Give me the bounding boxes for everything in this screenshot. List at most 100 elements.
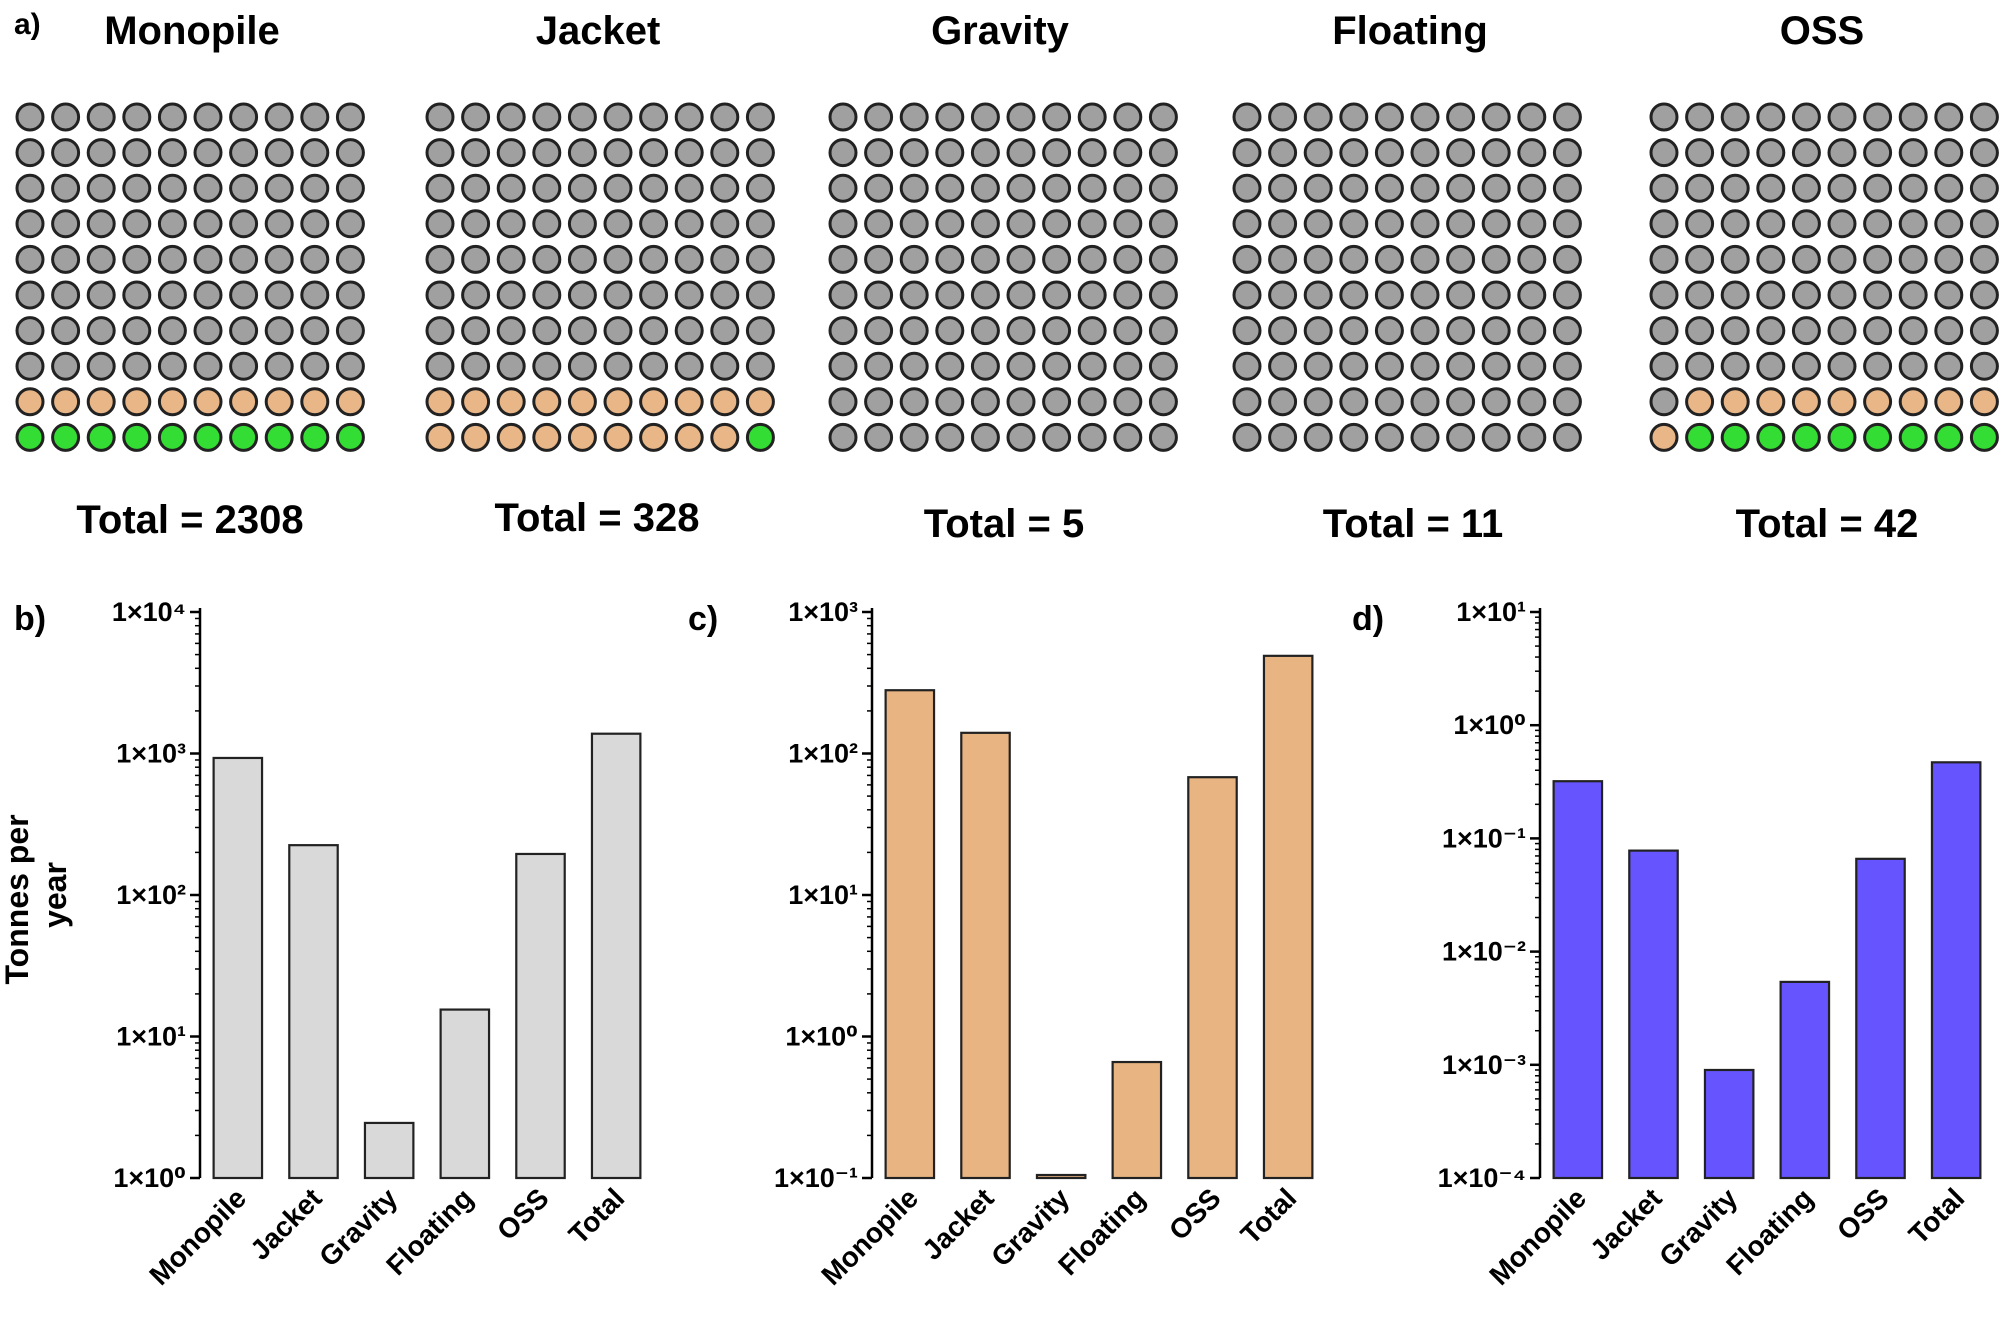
waffle-dot (532, 102, 562, 132)
waffle-dot (300, 316, 330, 346)
waffle-dot (1517, 138, 1547, 168)
bar-oss (515, 852, 566, 1180)
waffle-dot (1827, 280, 1857, 310)
waffle-dot (335, 280, 365, 310)
bar-jacket (1628, 849, 1679, 1180)
x-tick-label: Total (1903, 1182, 1971, 1250)
waffle-dot (1339, 209, 1369, 239)
waffle-dot (1791, 316, 1821, 346)
waffle-dot (1552, 102, 1582, 132)
waffle-dot (970, 138, 1000, 168)
waffle-dot (1934, 138, 1964, 168)
waffle-dot (335, 102, 365, 132)
waffle-dot (745, 280, 775, 310)
waffle-dot (1685, 280, 1715, 310)
waffle-dot (1649, 102, 1679, 132)
waffle-dot (229, 422, 259, 452)
waffle-dot (1006, 280, 1036, 310)
waffle-dot (1827, 387, 1857, 417)
waffle-dot (51, 422, 81, 452)
waffle-dot (1827, 209, 1857, 239)
waffle-dot (15, 244, 45, 274)
waffle-dot (1006, 244, 1036, 274)
waffle-total-floating: Total = 11 (1323, 502, 1503, 546)
bar-jacket (288, 844, 339, 1180)
waffle-dot (1006, 387, 1036, 417)
waffle-dot (1410, 173, 1440, 203)
waffle-dot (122, 102, 152, 132)
waffle-dot (1042, 387, 1072, 417)
waffle-dot (1113, 138, 1143, 168)
waffle-dot (1934, 280, 1964, 310)
waffle-dot (603, 316, 633, 346)
waffle-dot (532, 351, 562, 381)
waffle-dot (86, 102, 116, 132)
waffle-dot (1649, 422, 1679, 452)
waffle-dot (745, 173, 775, 203)
waffle-dot (1791, 138, 1821, 168)
waffle-dot (300, 244, 330, 274)
waffle-dot (335, 209, 365, 239)
waffle-dot (710, 244, 740, 274)
waffle-dot (1339, 244, 1369, 274)
waffle-dot (1756, 280, 1786, 310)
bar-gravity (1703, 1068, 1755, 1180)
bar-total (1930, 761, 1982, 1180)
waffle-dot (300, 209, 330, 239)
waffle-dot (603, 102, 633, 132)
waffle-dot (864, 138, 894, 168)
waffle-dot (1969, 280, 1999, 310)
waffle-dot (1446, 422, 1476, 452)
waffle-dot (335, 351, 365, 381)
waffle-dot (1934, 173, 1964, 203)
waffle-dot (86, 316, 116, 346)
panel-label-b: b) (14, 600, 46, 638)
waffle-dot (1791, 280, 1821, 310)
waffle-dot (532, 209, 562, 239)
waffle-dot (970, 316, 1000, 346)
waffle-dot (674, 422, 704, 452)
waffle-dot (639, 138, 669, 168)
waffle-dot (1969, 316, 1999, 346)
waffle-title-gravity: Gravity (931, 9, 1070, 53)
waffle-dot (1232, 316, 1262, 346)
waffle-dot (1649, 351, 1679, 381)
waffle-dot (1303, 138, 1333, 168)
waffle-dot (1685, 351, 1715, 381)
waffle-dot (496, 387, 526, 417)
waffle-dot (1077, 173, 1107, 203)
waffle-dot (461, 244, 491, 274)
waffle-dot (1863, 173, 1893, 203)
waffle-dot (1113, 316, 1143, 346)
waffle-dot (1552, 316, 1582, 346)
waffle-dot (710, 209, 740, 239)
waffle-dot (1649, 244, 1679, 274)
waffle-dot (1374, 422, 1404, 452)
waffle-dot (899, 209, 929, 239)
waffle-dot (1685, 102, 1715, 132)
waffle-dot (496, 422, 526, 452)
waffle-dot (1791, 173, 1821, 203)
waffle-dot (86, 138, 116, 168)
waffle-dot (828, 422, 858, 452)
waffle-dot (1969, 244, 1999, 274)
waffle-dot (1410, 351, 1440, 381)
waffle-dot (1898, 316, 1928, 346)
waffle-dot (1969, 387, 1999, 417)
waffle-dot (639, 387, 669, 417)
waffle-dot (710, 138, 740, 168)
waffle-dot (1649, 173, 1679, 203)
waffle-dot (425, 422, 455, 452)
waffle-dot (864, 244, 894, 274)
waffle-dot (828, 280, 858, 310)
waffle-dot (532, 422, 562, 452)
waffle-dot (567, 351, 597, 381)
waffle-dot (970, 173, 1000, 203)
waffle-dot (300, 422, 330, 452)
waffle-dot (1969, 209, 1999, 239)
waffle-dot (122, 209, 152, 239)
waffle-dot (1791, 351, 1821, 381)
waffle-dot (710, 173, 740, 203)
waffle-dot (1339, 351, 1369, 381)
